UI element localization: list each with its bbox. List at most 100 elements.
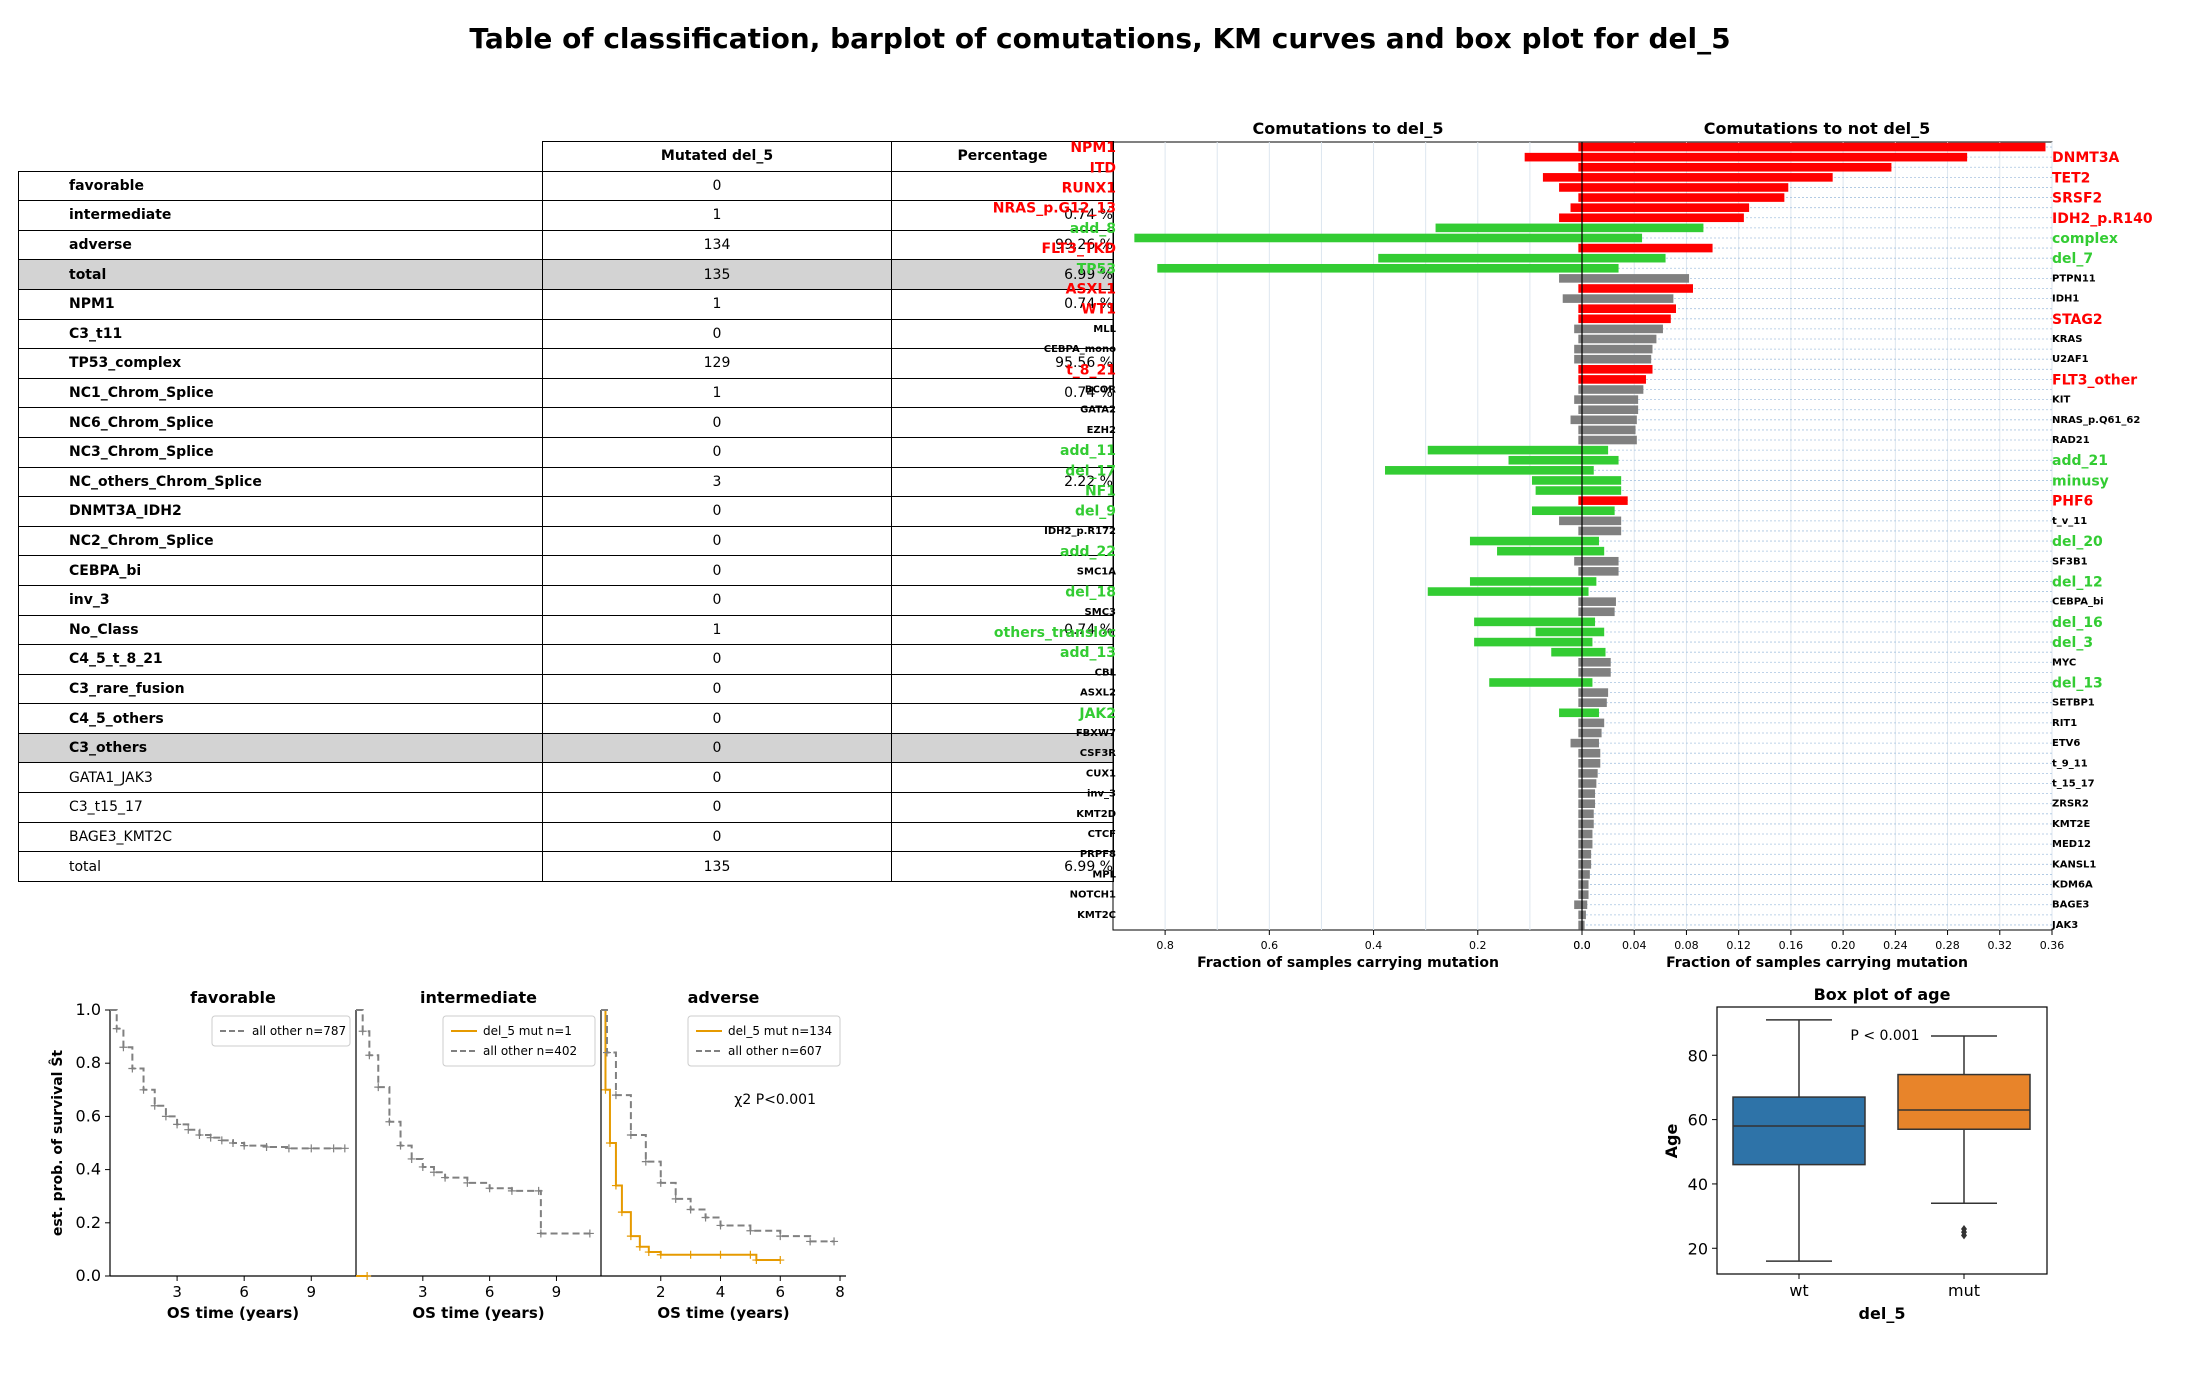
right-bar-label: KRAS bbox=[2052, 334, 2082, 345]
km-censor-mark bbox=[128, 1064, 137, 1073]
bar-left bbox=[1578, 668, 1582, 677]
km-censor-mark bbox=[746, 1226, 755, 1235]
row-mutated-cell: 1 bbox=[542, 377, 892, 409]
bar-left bbox=[1559, 708, 1582, 718]
bar-left bbox=[1497, 546, 1582, 556]
row-name-cell: C3_t11 bbox=[18, 318, 543, 350]
right-bar-label: SRSF2 bbox=[2052, 191, 2102, 207]
bar-right bbox=[1582, 829, 1593, 839]
km-legend: del_5 mut n=134 all other n=607 bbox=[687, 1015, 841, 1067]
right-bar-label: MYC bbox=[2052, 657, 2076, 668]
right-bar-label: minusy bbox=[2052, 473, 2109, 489]
bar-left bbox=[1578, 334, 1582, 344]
bar-left bbox=[1570, 738, 1582, 748]
bar-left bbox=[1578, 860, 1582, 869]
row-name-cell: adverse bbox=[18, 229, 543, 261]
bar-right bbox=[1582, 809, 1594, 819]
bar-left bbox=[1562, 294, 1582, 303]
right-bar-label: PHF6 bbox=[2052, 494, 2093, 510]
bar-right bbox=[1582, 486, 1622, 495]
bar-right bbox=[1582, 870, 1590, 879]
right-x-tick-label: 0.04 bbox=[1622, 939, 1647, 952]
bar-right bbox=[1582, 294, 1674, 303]
left-bar-label: NPM1 bbox=[1070, 140, 1116, 156]
right-bar-label: STAG2 bbox=[2052, 312, 2103, 328]
row-mutated-cell: 134 bbox=[542, 229, 892, 261]
row-percentage-cell bbox=[891, 584, 1114, 616]
km-x-axis-label: OS time (years) bbox=[167, 1304, 299, 1322]
bar-left bbox=[1570, 415, 1582, 425]
right-bar-label: CEBPA_bi bbox=[2052, 597, 2104, 608]
bar-right bbox=[1582, 748, 1601, 758]
left-bar-label: ITD bbox=[1090, 160, 1116, 176]
km-censor-mark bbox=[229, 1139, 237, 1147]
right-bar-label: ZRSR2 bbox=[2052, 799, 2089, 810]
bar-left bbox=[1385, 466, 1582, 475]
right-bar-label: SETBP1 bbox=[2052, 698, 2095, 709]
table-row: C3_rare_fusion 0 bbox=[18, 673, 1114, 705]
right-bar-label: TET2 bbox=[2052, 170, 2090, 186]
bar-right bbox=[1582, 637, 1593, 647]
km-legend-label: all other n=787 bbox=[252, 1024, 346, 1038]
bar-right bbox=[1582, 536, 1599, 546]
bar-right bbox=[1582, 253, 1666, 263]
km-censor-mark bbox=[262, 1142, 271, 1151]
bar-left bbox=[1578, 698, 1582, 707]
km-censor-mark bbox=[441, 1173, 450, 1182]
row-name-cell: total bbox=[18, 851, 543, 882]
bar-right bbox=[1582, 183, 1789, 192]
bar-left bbox=[1531, 506, 1582, 516]
bar-left bbox=[1535, 486, 1582, 495]
table-row: NC_others_Chrom_Splice 3 2.22 % bbox=[18, 466, 1114, 498]
bar-left bbox=[1559, 183, 1582, 192]
km-x-tick-label: 8 bbox=[835, 1283, 845, 1301]
bar-left bbox=[1578, 435, 1582, 445]
bar-right bbox=[1582, 263, 1619, 273]
bar-left bbox=[1574, 556, 1582, 566]
left-bar-label: BCOR bbox=[1085, 385, 1116, 396]
right-x-tick-label: 0.12 bbox=[1726, 939, 1751, 952]
bar-left bbox=[1578, 284, 1582, 293]
bar-left bbox=[1578, 567, 1582, 576]
km-censor-mark bbox=[617, 1208, 626, 1217]
km-censor-mark bbox=[641, 1157, 650, 1166]
bar-left bbox=[1378, 253, 1582, 263]
row-mutated-cell: 1 bbox=[542, 200, 892, 231]
right-x-tick-label: 0.0 bbox=[1573, 939, 1591, 952]
table-row: TP53_complex 129 95.56 % bbox=[18, 348, 1114, 379]
left-bar-label: JAK2 bbox=[1078, 706, 1116, 722]
bar-left bbox=[1474, 637, 1582, 647]
bar-left bbox=[1578, 789, 1582, 798]
bar-right bbox=[1582, 375, 1646, 384]
left-x-tick-label: 0.2 bbox=[1469, 939, 1487, 952]
km-x-axis-label: OS time (years) bbox=[657, 1304, 789, 1322]
right-x-tick-label: 0.20 bbox=[1831, 939, 1856, 952]
table-header-blank bbox=[18, 141, 543, 172]
bar-left bbox=[1474, 617, 1582, 627]
bar-left bbox=[1578, 728, 1582, 738]
bar-right bbox=[1582, 789, 1596, 798]
km-legend-box bbox=[442, 1015, 596, 1067]
bar-right bbox=[1582, 284, 1693, 293]
bar-right bbox=[1582, 142, 2046, 152]
bar-right bbox=[1582, 920, 1585, 930]
km-censor-mark bbox=[139, 1085, 148, 1094]
left-bar-label: ASXL2 bbox=[1080, 688, 1116, 699]
bar-right bbox=[1582, 759, 1601, 768]
bar-left bbox=[1578, 405, 1582, 415]
bar-right bbox=[1582, 233, 1643, 243]
bar-left bbox=[1157, 263, 1582, 273]
km-censor-mark bbox=[601, 1085, 610, 1094]
bar-right bbox=[1582, 455, 1619, 465]
row-name-cell: inv_3 bbox=[18, 584, 543, 616]
right-bar-title: Comutations to not del_5 bbox=[1704, 119, 1931, 138]
km-x-tick-label: 9 bbox=[306, 1283, 316, 1301]
left-bar-label: EZH2 bbox=[1087, 425, 1116, 436]
km-censor-mark bbox=[626, 1131, 635, 1140]
bar-right bbox=[1582, 900, 1588, 910]
row-percentage-cell: 0.74 % bbox=[891, 377, 1114, 409]
bar-right bbox=[1582, 718, 1605, 728]
km-censor-mark bbox=[429, 1168, 438, 1177]
km-panel-title: adverse bbox=[688, 988, 760, 1007]
